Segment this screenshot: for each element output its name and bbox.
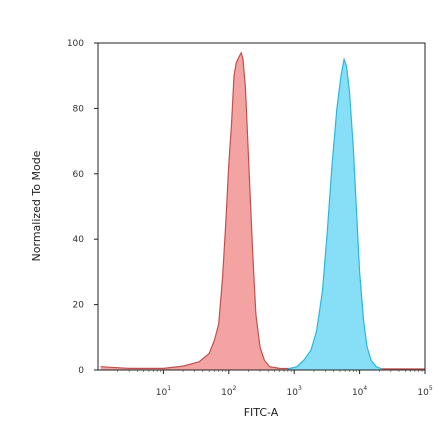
y-tick-label: 0 [78,366,84,376]
histogram-line-1 [100,51,426,370]
y-tick-label: 100 [67,39,84,49]
x-tick-label: 102 [221,385,236,398]
y-tick-label: 20 [73,301,85,311]
y-axis-ticks: 0 20 40 60 80 100 [67,39,98,376]
plot-area [100,51,426,371]
y-tick-label: 80 [73,104,85,114]
x-axis-title: FITC-A [244,406,279,419]
y-axis-title: Normalized To Mode [30,150,43,261]
y-tick-label: 40 [73,235,85,245]
x-tick-label: 105 [417,385,432,398]
histogram-area-1 [100,52,425,371]
x-tick-label: 103 [287,385,302,398]
plot-frame [97,42,426,371]
histogram-area-2 [287,59,382,371]
histogram-line-2 [287,57,383,370]
x-tick-label: 104 [352,385,367,398]
x-tick-label: 101 [156,385,171,398]
x-axis-ticks: 101 102 103 104 105 [117,370,433,398]
y-tick-label: 60 [73,170,85,180]
